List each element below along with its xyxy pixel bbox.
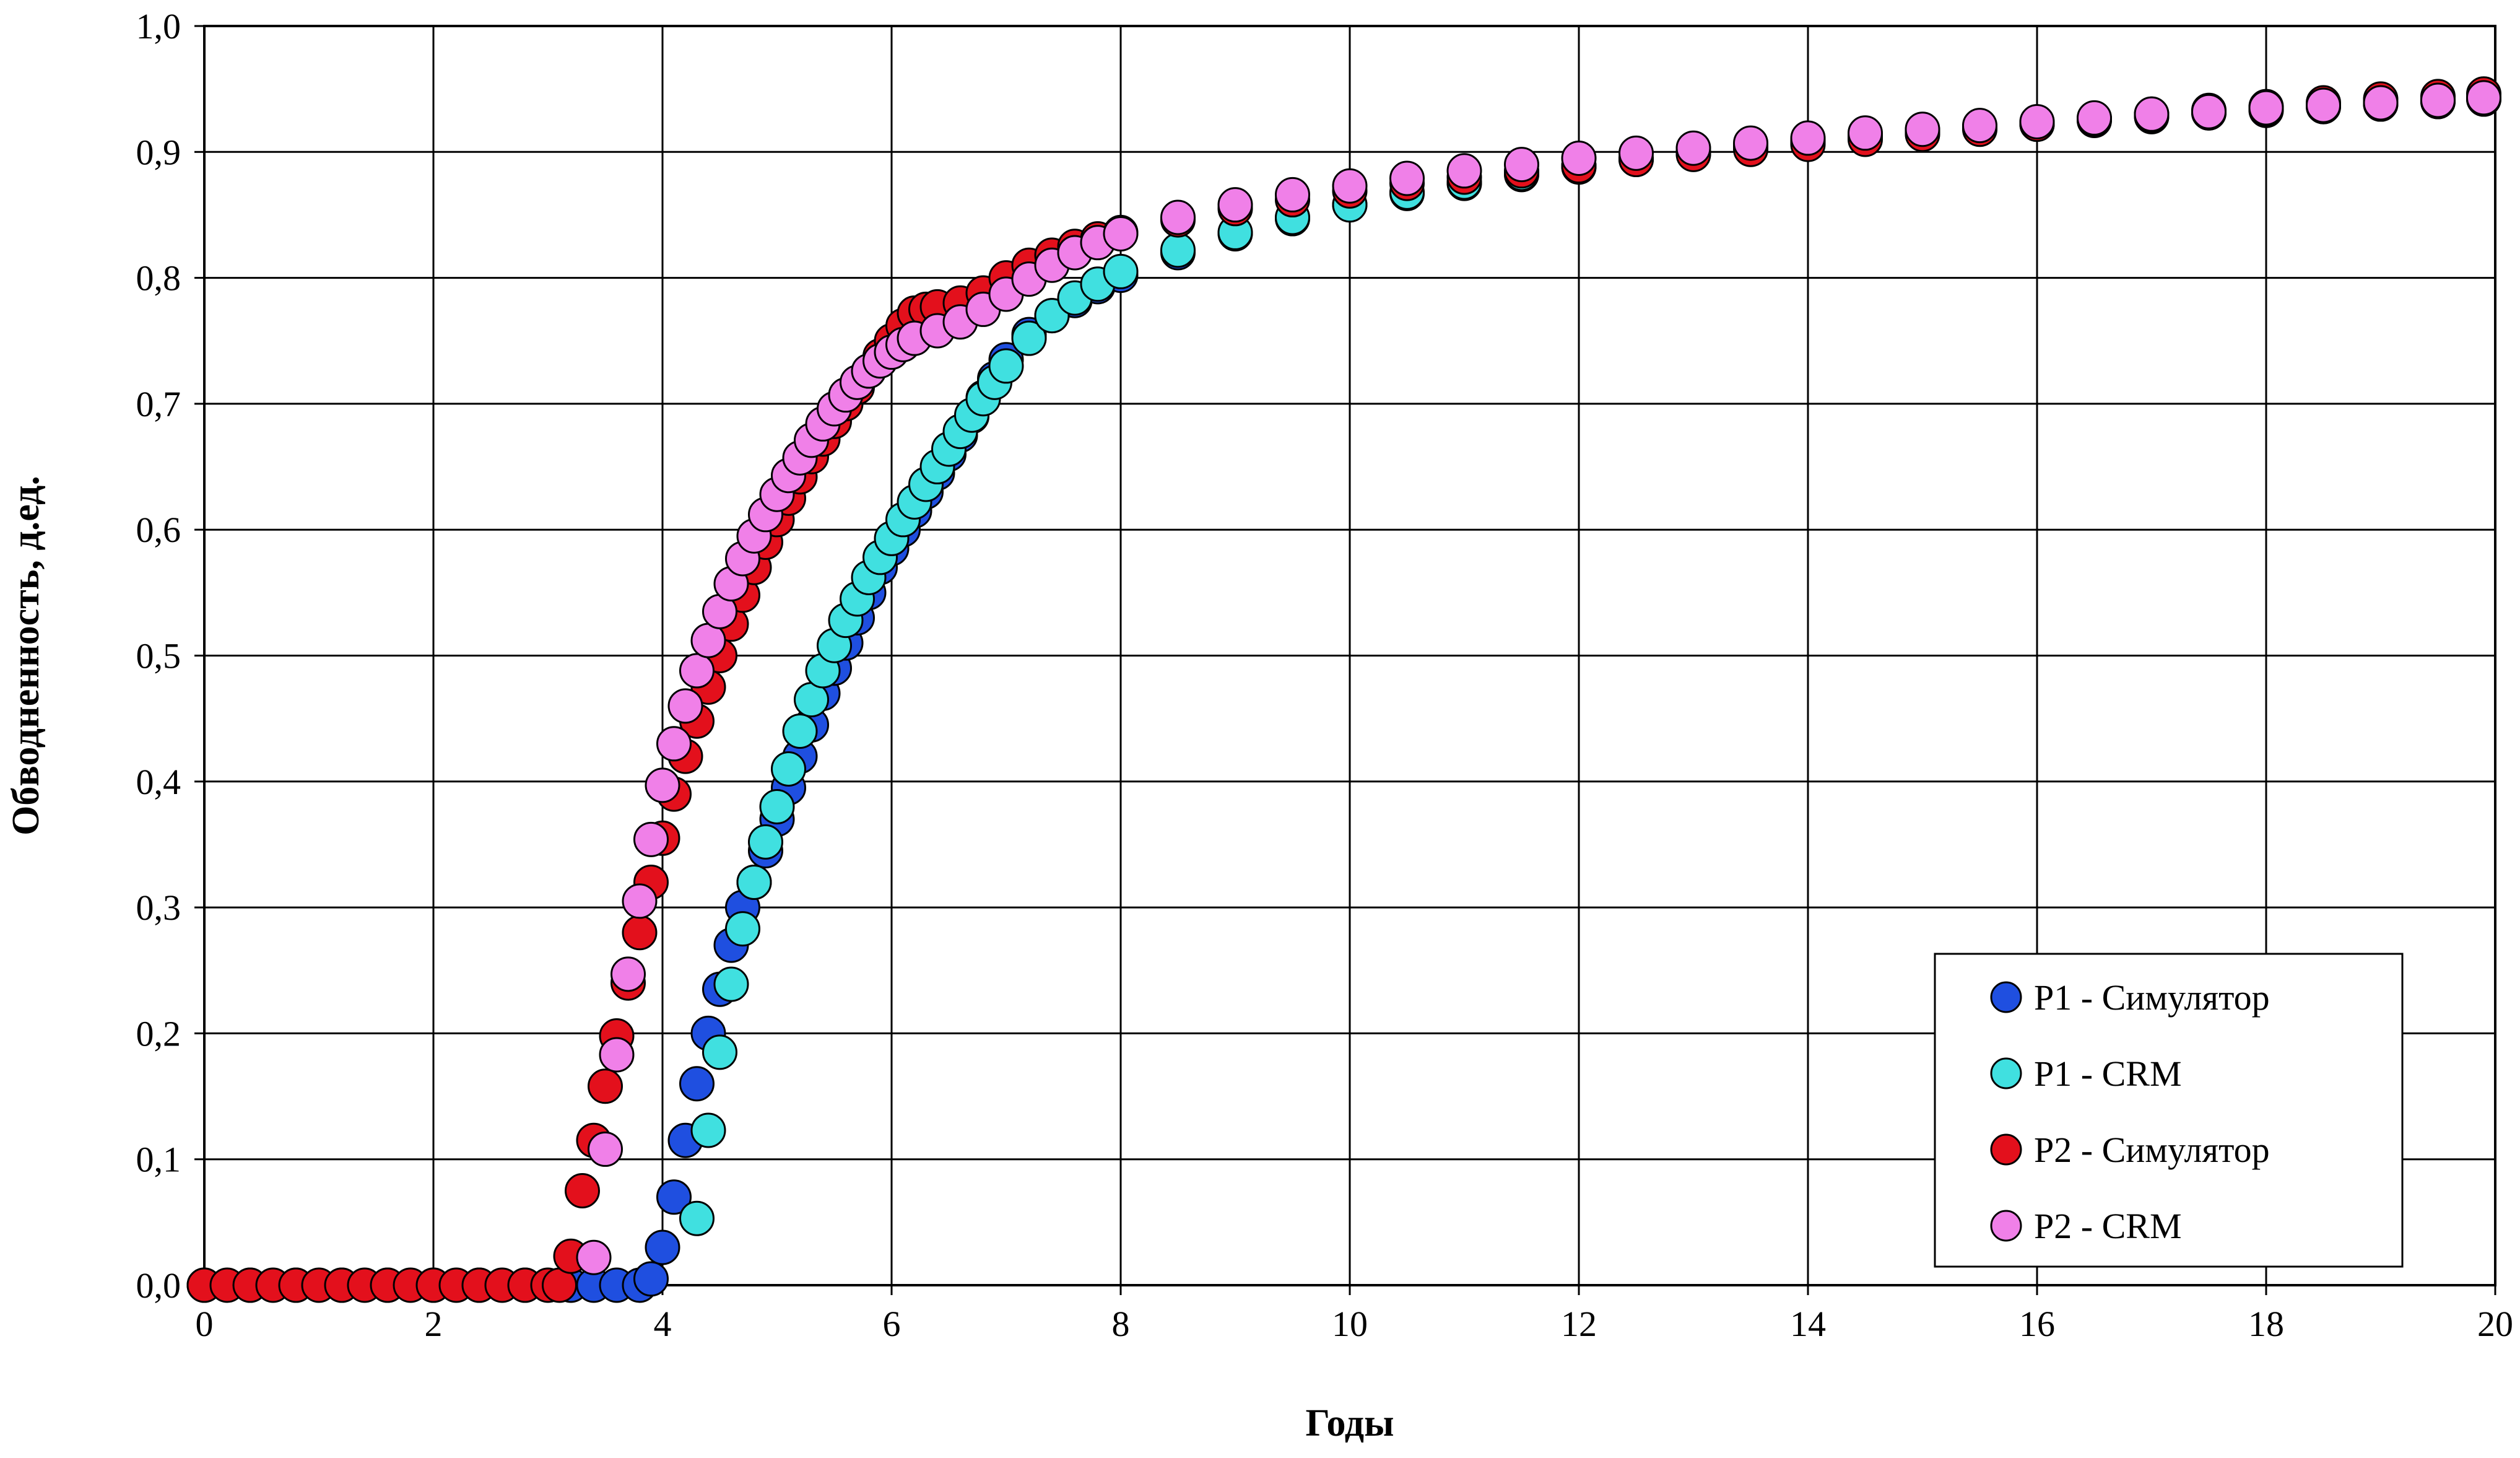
- series-4: [576, 80, 2501, 1275]
- data-point: [725, 911, 760, 947]
- data-point: [622, 915, 658, 951]
- data-point: [1675, 130, 1711, 166]
- data-point: [1504, 147, 1539, 183]
- data-point: [1962, 108, 1997, 144]
- x-tick-label: 4: [654, 1304, 672, 1344]
- data-point: [988, 348, 1024, 384]
- data-point: [565, 1173, 600, 1209]
- data-point: [2306, 87, 2341, 123]
- y-axis-title: Обводненность, д.ед.: [5, 476, 47, 836]
- data-point: [2191, 94, 2227, 129]
- y-tick-label: 0,7: [136, 384, 181, 424]
- legend-marker: [1990, 1057, 2022, 1089]
- data-point: [1011, 320, 1047, 356]
- x-tick-label: 10: [1332, 1304, 1368, 1344]
- data-point: [679, 653, 715, 689]
- data-point: [633, 821, 669, 857]
- data-point: [645, 1229, 680, 1265]
- x-tick-label: 6: [883, 1304, 901, 1344]
- data-point: [2466, 80, 2501, 116]
- data-point: [2248, 90, 2284, 126]
- data-point: [656, 726, 692, 762]
- data-point: [1389, 160, 1425, 196]
- data-point: [656, 1179, 692, 1215]
- data-point: [782, 713, 818, 749]
- data-point: [2077, 100, 2112, 136]
- data-points: [186, 76, 2501, 1303]
- data-point: [1790, 120, 1826, 156]
- x-tick-label: 0: [196, 1304, 214, 1344]
- data-point: [2134, 96, 2170, 132]
- data-point: [1848, 115, 1883, 151]
- data-point: [736, 864, 772, 900]
- data-point: [599, 1037, 635, 1073]
- data-point: [759, 788, 795, 824]
- data-point: [679, 1066, 715, 1102]
- x-tick-label: 8: [1112, 1304, 1130, 1344]
- legend-marker: [1990, 981, 2022, 1013]
- y-tick-label: 0,9: [136, 132, 181, 172]
- data-point: [1905, 111, 1940, 147]
- y-tick-label: 0,0: [136, 1265, 181, 1306]
- data-point: [679, 1200, 715, 1236]
- y-tick-label: 0,8: [136, 258, 181, 299]
- y-tick-label: 0,4: [136, 762, 181, 802]
- data-point: [576, 1239, 612, 1275]
- data-point: [2363, 85, 2399, 121]
- data-point: [588, 1068, 623, 1104]
- legend-marker: [1990, 1210, 2022, 1242]
- data-point: [702, 1034, 737, 1070]
- data-point: [2420, 82, 2456, 118]
- data-point: [610, 956, 646, 992]
- x-tick-label: 12: [1561, 1304, 1597, 1344]
- legend-label: P2 - CRM: [2034, 1206, 2182, 1246]
- data-point: [713, 966, 749, 1002]
- y-tick-label: 0,1: [136, 1140, 181, 1180]
- y-tick-label: 1,0: [136, 6, 181, 46]
- data-point: [1332, 168, 1368, 204]
- data-point: [1618, 135, 1654, 171]
- y-tick-label: 0,5: [136, 636, 181, 676]
- data-point: [1217, 187, 1253, 223]
- x-axis-title: Годы: [1306, 1402, 1394, 1444]
- y-tick-label: 0,6: [136, 510, 181, 550]
- data-point: [1103, 253, 1139, 289]
- data-point: [1160, 199, 1196, 235]
- legend-marker: [1990, 1133, 2022, 1166]
- x-tick-label: 18: [2248, 1304, 2284, 1344]
- data-point: [1733, 125, 1768, 161]
- legend: P1 - Симулятор P1 - CRM P2 - Симулятор P2 -…: [1934, 953, 2404, 1268]
- data-point: [1446, 153, 1482, 189]
- legend-label: P1 - Симулятор: [2034, 977, 2270, 1018]
- data-point: [667, 688, 703, 724]
- data-point: [748, 824, 783, 860]
- data-point: [1561, 140, 1597, 176]
- data-point: [588, 1131, 623, 1167]
- y-tick-label: 0,2: [136, 1013, 181, 1054]
- data-point: [771, 751, 806, 787]
- data-point: [1103, 216, 1139, 251]
- data-point: [690, 1112, 726, 1148]
- y-tick-label: 0,3: [136, 888, 181, 928]
- data-point: [1160, 232, 1196, 268]
- x-tick-label: 20: [2477, 1304, 2513, 1344]
- x-tick-label: 2: [425, 1304, 443, 1344]
- data-point: [2019, 104, 2055, 140]
- data-point: [645, 767, 680, 803]
- x-tick-label: 14: [1790, 1304, 1826, 1344]
- data-point: [633, 1261, 669, 1297]
- legend-label: P1 - CRM: [2034, 1054, 2182, 1094]
- data-point: [1275, 177, 1310, 212]
- data-point: [622, 883, 658, 919]
- axis-ticks: 0 2 4 6 8 10 12 14 16 18 20 0,0 0,1 0,2 0,3 0,4 0,5 0,6 0,…: [136, 6, 2514, 1344]
- x-tick-label: 16: [2019, 1304, 2055, 1344]
- legend-label: P2 - Симулятор: [2034, 1130, 2270, 1170]
